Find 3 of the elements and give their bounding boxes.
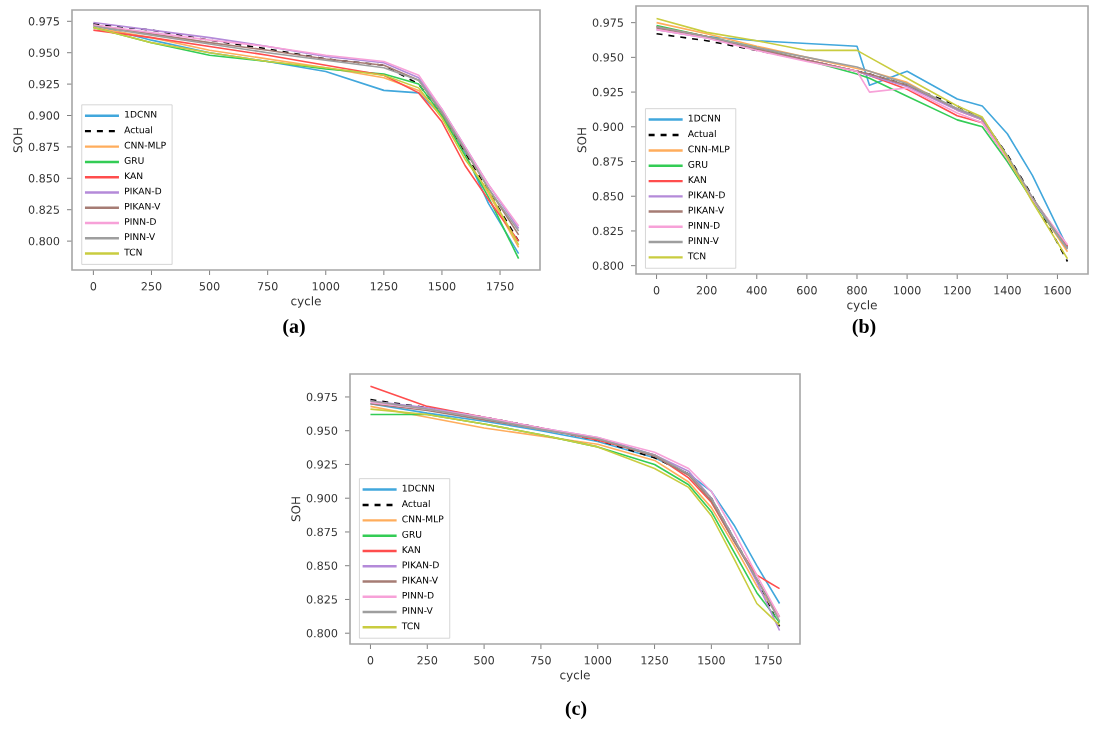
text: (c) — [565, 700, 587, 720]
text: (b) — [852, 318, 876, 338]
text: (a) — [283, 318, 305, 338]
